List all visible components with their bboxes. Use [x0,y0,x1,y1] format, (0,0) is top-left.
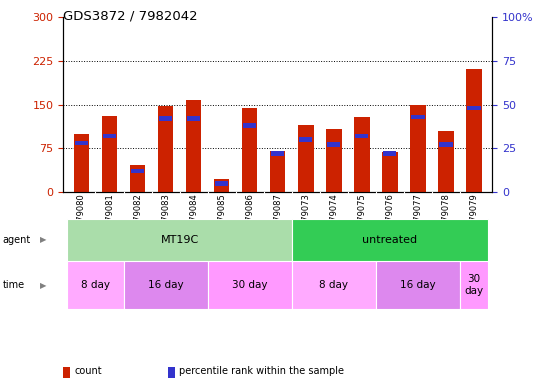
Bar [355,134,368,138]
Text: GSM579075: GSM579075 [358,194,366,244]
Text: count: count [75,366,102,376]
Bar [292,219,488,261]
Bar [75,141,88,146]
Bar [68,219,292,261]
Text: GDS3872 / 7982042: GDS3872 / 7982042 [63,10,198,23]
Text: 8 day: 8 day [81,280,110,290]
Bar [271,151,284,156]
Bar [159,116,172,121]
Text: GSM579074: GSM579074 [329,194,338,244]
Bar [438,131,454,192]
Text: GSM579076: GSM579076 [386,194,394,244]
Text: GSM579084: GSM579084 [189,194,198,244]
Text: GSM579085: GSM579085 [217,194,226,244]
Bar [187,116,200,121]
Bar [243,123,256,128]
Text: GSM579081: GSM579081 [105,194,114,244]
Text: ▶: ▶ [40,235,46,245]
Bar [354,118,370,192]
Bar [186,100,201,192]
Bar [68,261,124,309]
Text: GSM579087: GSM579087 [273,194,282,244]
Bar [131,169,144,173]
Text: GSM579078: GSM579078 [442,194,450,244]
Bar [130,165,145,192]
Text: GSM579079: GSM579079 [470,194,478,244]
Text: MT19C: MT19C [161,235,199,245]
Bar [327,142,340,147]
Text: percentile rank within the sample: percentile rank within the sample [179,366,344,376]
Text: agent: agent [3,235,31,245]
Text: time: time [3,280,25,290]
Bar [383,151,397,156]
Bar [410,105,426,192]
Text: GSM579086: GSM579086 [245,194,254,244]
Bar [466,68,482,192]
Bar [124,261,208,309]
Bar [158,106,173,192]
Bar [299,137,312,142]
Bar [439,142,453,147]
Bar [215,181,228,185]
Bar [74,134,89,192]
Bar [242,108,257,192]
Bar [460,261,488,309]
Bar [292,261,376,309]
Bar [270,151,285,192]
Text: GSM579080: GSM579080 [77,194,86,244]
Bar [208,261,292,309]
Bar [376,261,460,309]
Text: ▶: ▶ [40,281,46,290]
Text: 8 day: 8 day [320,280,348,290]
Text: 30 day: 30 day [232,280,267,290]
Text: 30
day: 30 day [464,274,483,296]
Text: GSM579083: GSM579083 [161,194,170,244]
Bar [382,152,398,192]
Bar [102,116,117,192]
Bar [298,125,314,192]
Text: GSM579073: GSM579073 [301,194,310,244]
Bar [411,114,425,119]
Bar [326,129,342,192]
Bar [103,134,116,138]
Text: 16 day: 16 day [148,280,183,290]
Bar [468,106,481,111]
Text: 16 day: 16 day [400,280,436,290]
Bar [214,179,229,192]
Text: GSM579077: GSM579077 [414,194,422,244]
Text: untreated: untreated [362,235,417,245]
Text: GSM579082: GSM579082 [133,194,142,244]
